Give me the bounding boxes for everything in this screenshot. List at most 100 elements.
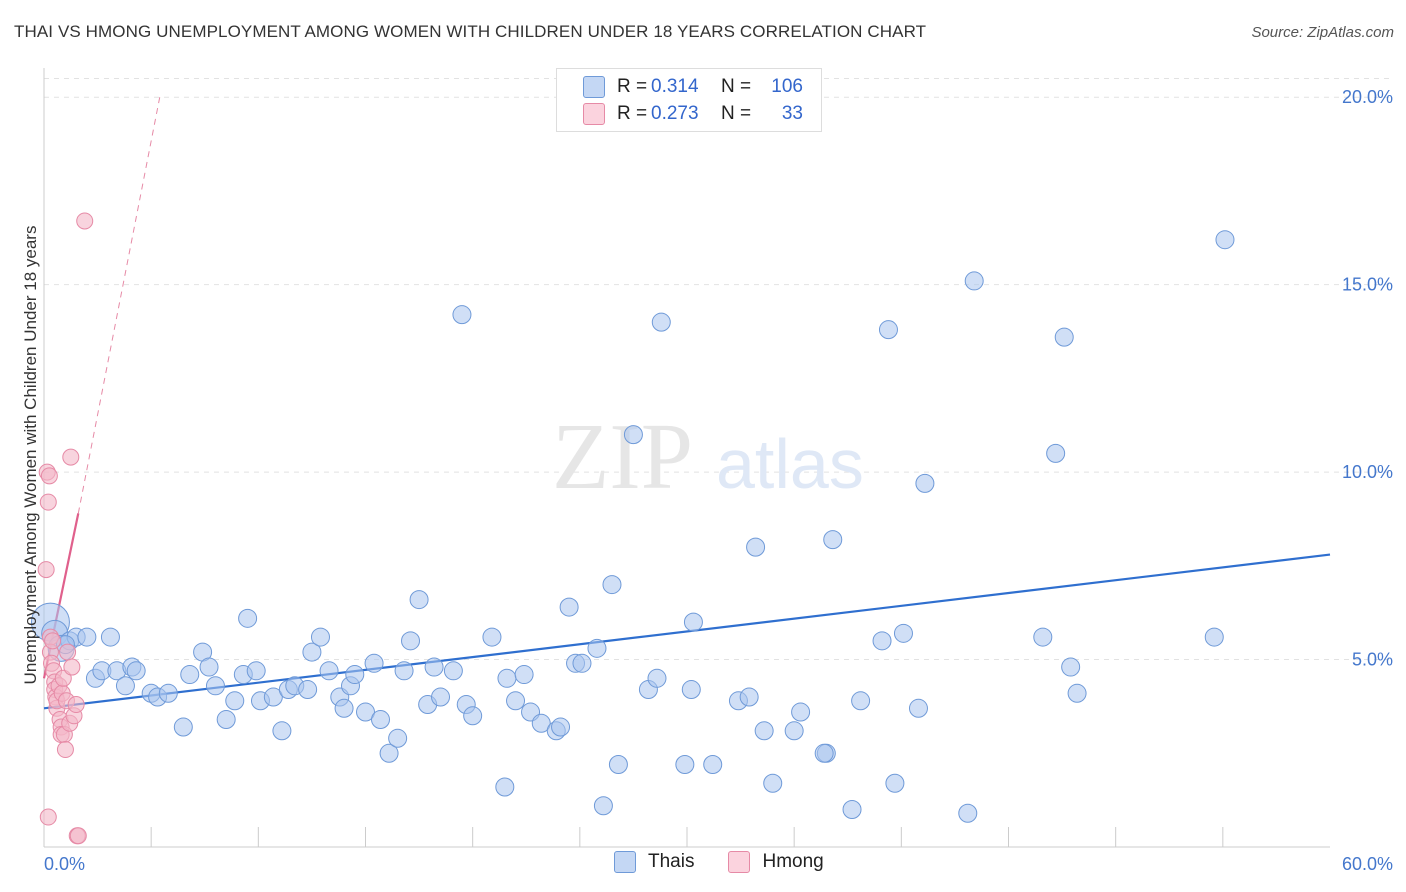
data-point-thais (199, 657, 219, 677)
data-point-thais (452, 305, 472, 325)
legend-r-label: R = (617, 76, 648, 97)
data-point-thais (364, 653, 384, 673)
data-point-thais (180, 665, 200, 685)
data-point-thais (915, 473, 935, 493)
series-thais-points (30, 230, 1235, 823)
trend-line-thais (43, 553, 1331, 710)
data-point-thais (409, 590, 429, 610)
data-point-thais (791, 702, 811, 722)
data-point-thais (851, 691, 871, 711)
data-point-thais (126, 661, 146, 681)
data-point-thais (623, 425, 643, 445)
data-point-thais (272, 721, 292, 741)
legend-label-thais: Thais (648, 851, 695, 872)
data-point-thais (424, 657, 444, 677)
data-point-thais (784, 721, 804, 741)
legend-swatch-thais (614, 851, 636, 873)
data-point-thais (878, 320, 898, 340)
data-point-thais (482, 627, 502, 647)
y-axis-label: Unemployment Among Women with Children U… (21, 226, 40, 685)
x-tick-label: 60.0% (1342, 854, 1393, 874)
grid-lines (44, 78, 1394, 661)
data-point-thais (602, 575, 622, 595)
chart-title: THAI VS HMONG UNEMPLOYMENT AMONG WOMEN W… (14, 22, 927, 41)
data-point-thais (334, 698, 354, 718)
data-point-thais (893, 623, 913, 643)
data-point-thais (675, 755, 695, 775)
data-point-thais (394, 661, 414, 681)
data-point-hmong (40, 467, 58, 485)
data-point-hmong (54, 669, 72, 687)
data-point-thais (763, 773, 783, 793)
data-point-thais (908, 698, 928, 718)
data-point-thais (443, 661, 463, 681)
data-point-thais (842, 800, 862, 820)
data-point-hmong (44, 632, 62, 650)
data-point-thais (551, 717, 571, 737)
data-point-thais (1054, 327, 1074, 347)
source-credit: Source: ZipAtlas.com (1251, 24, 1394, 41)
y-tick-label: 5.0% (1352, 650, 1393, 670)
data-point-thais (587, 638, 607, 658)
data-point-thais (608, 755, 628, 775)
data-point-thais (263, 687, 283, 707)
data-point-thais (746, 537, 766, 557)
data-point-thais (388, 728, 408, 748)
x-tick-label: 0.0% (44, 854, 85, 874)
data-point-thais (100, 627, 120, 647)
watermark-zip: ZIP (552, 405, 693, 509)
x-tick-labels: 0.0% 60.0% (44, 854, 1393, 874)
legend-row-hmong: R = 0.273 N = 33 (583, 101, 803, 127)
trend-line-hmong-extended (77, 97, 161, 514)
data-point-thais (683, 612, 703, 632)
watermark: ZIP atlas (552, 405, 864, 509)
legend-n-label: N = (721, 76, 752, 97)
data-point-thais (495, 777, 515, 797)
legend-label-hmong: Hmong (762, 851, 824, 872)
data-point-thais (572, 653, 592, 673)
data-point-thais (651, 312, 671, 332)
legend-n-label: N = (721, 103, 752, 124)
legend-n-value: 33 (781, 103, 803, 124)
data-point-hmong (56, 741, 74, 759)
data-point-thais (885, 773, 905, 793)
data-point-thais (681, 680, 701, 700)
data-point-thais (302, 642, 322, 662)
data-point-thais (225, 691, 245, 711)
y-tick-label: 15.0% (1342, 275, 1393, 295)
data-point-thais (1033, 627, 1053, 647)
data-point-thais (310, 627, 330, 647)
legend-swatch-hmong (583, 103, 605, 125)
data-point-thais (205, 676, 225, 696)
data-point-thais (754, 721, 774, 741)
data-point-thais (371, 710, 391, 730)
data-point-thais (647, 668, 667, 688)
data-point-thais (356, 702, 375, 722)
data-point-thais (514, 665, 534, 685)
data-point-thais (814, 743, 834, 763)
data-point-hmong (76, 212, 94, 230)
data-point-thais (1046, 443, 1066, 463)
data-point-thais (1204, 627, 1224, 647)
y-tick-labels: 5.0% 10.0% 15.0% 20.0% (1342, 87, 1393, 669)
legend-item-thais[interactable]: Thais (614, 851, 694, 873)
data-point-hmong (39, 808, 57, 826)
data-point-thais (1215, 230, 1235, 250)
data-point-thais (872, 631, 892, 651)
legend-row-thais: R = 0.314 N = 106 (583, 74, 803, 100)
legend-item-hmong[interactable]: Hmong (728, 851, 824, 873)
data-point-thais (593, 796, 613, 816)
legend-swatch-thais (583, 76, 605, 98)
y-tick-label: 10.0% (1342, 462, 1393, 482)
data-point-hmong (67, 696, 85, 714)
data-point-hmong (69, 827, 87, 845)
data-point-thais (559, 597, 579, 617)
data-point-thais (401, 631, 421, 651)
watermark-atlas: atlas (716, 425, 864, 503)
legend-swatch-hmong (728, 851, 751, 873)
series-legend: Thais Hmong (614, 851, 858, 873)
data-point-thais (77, 627, 97, 647)
data-point-thais (958, 803, 978, 823)
series-hmong-points (37, 212, 94, 845)
